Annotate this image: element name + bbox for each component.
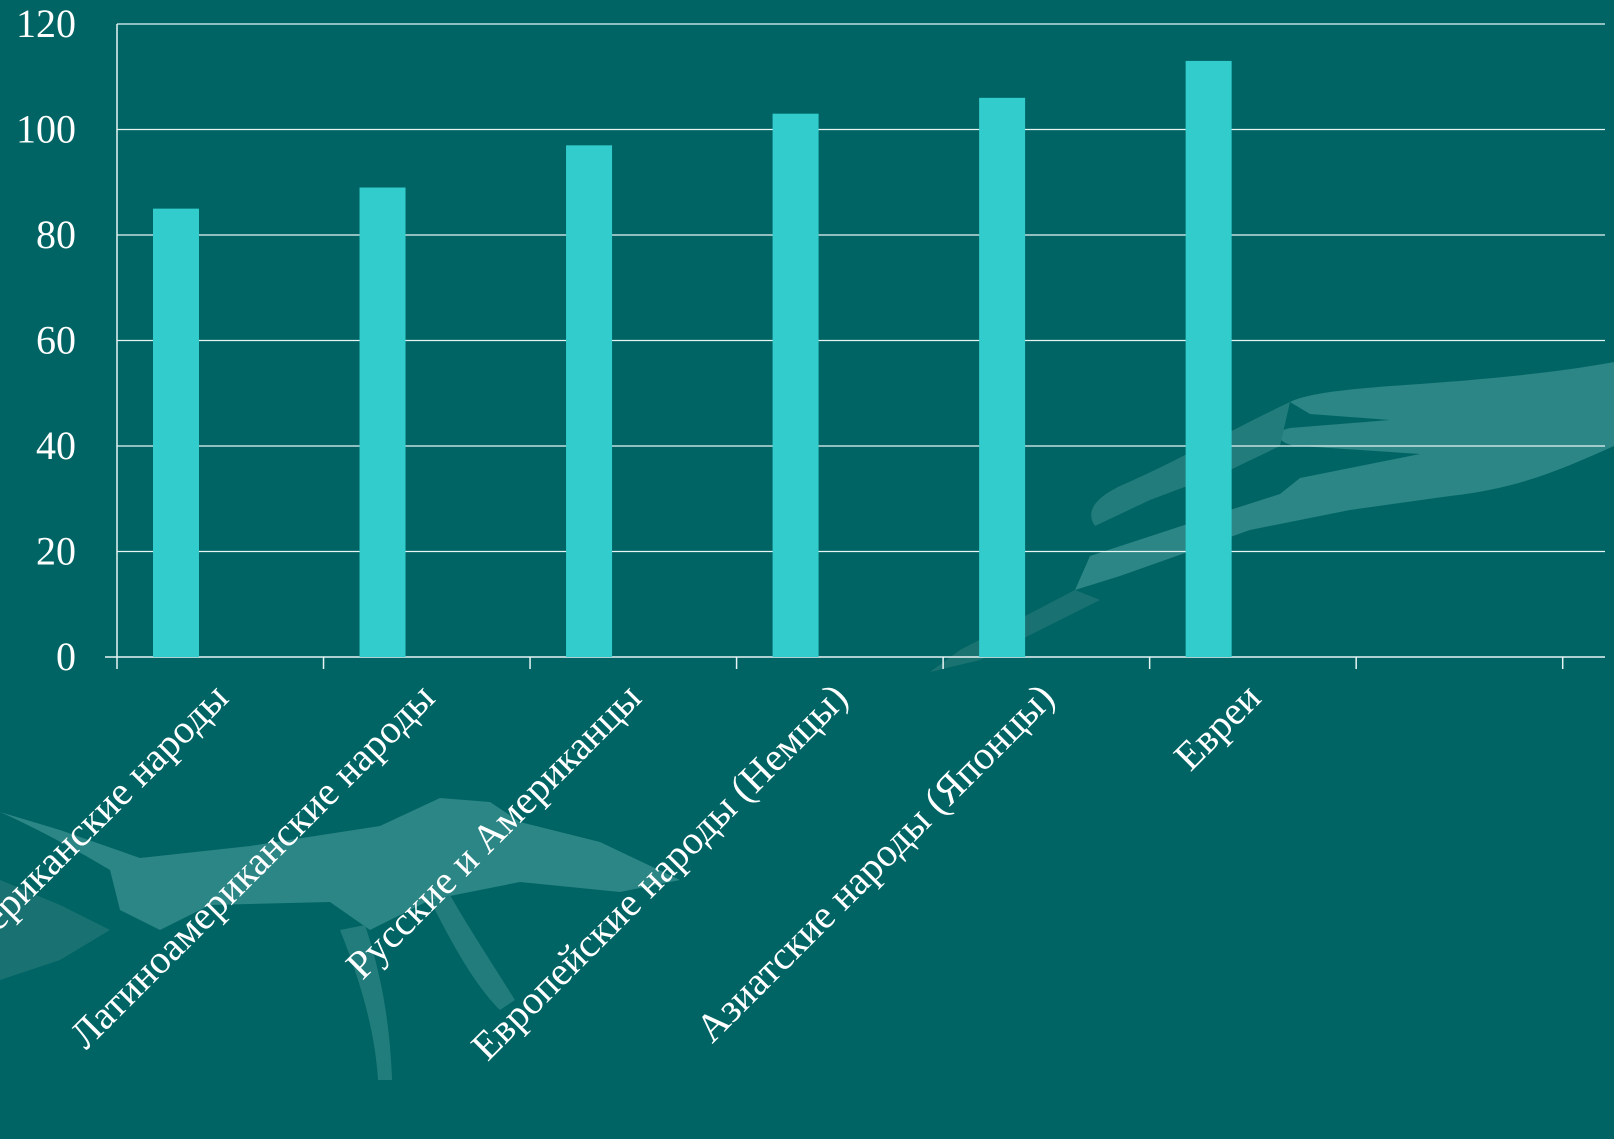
bar — [979, 97, 1026, 658]
lower-palm-shadow — [0, 880, 110, 980]
x-category-label: Евреи — [1165, 675, 1269, 779]
bar — [359, 187, 406, 657]
y-tick-label: 80 — [36, 212, 76, 257]
y-tick-label: 60 — [36, 318, 76, 363]
x-category-label: Азиатские народы (Японцы) — [687, 675, 1063, 1051]
bar — [1185, 60, 1232, 658]
y-tick-label: 120 — [16, 1, 76, 46]
y-tick-label: 40 — [36, 423, 76, 468]
y-tick-label: 0 — [56, 634, 76, 679]
axes — [105, 24, 1605, 669]
bar — [772, 113, 819, 658]
y-tick-label: 20 — [36, 529, 76, 574]
bars — [153, 60, 1232, 658]
y-tick-label: 100 — [16, 107, 76, 152]
lower-hand-shape — [0, 798, 680, 930]
y-tick-labels: 0 20 40 60 80 100 120 — [16, 1, 76, 679]
bar — [153, 208, 199, 657]
bar — [566, 145, 613, 657]
lower-finger-shape — [340, 895, 515, 1080]
